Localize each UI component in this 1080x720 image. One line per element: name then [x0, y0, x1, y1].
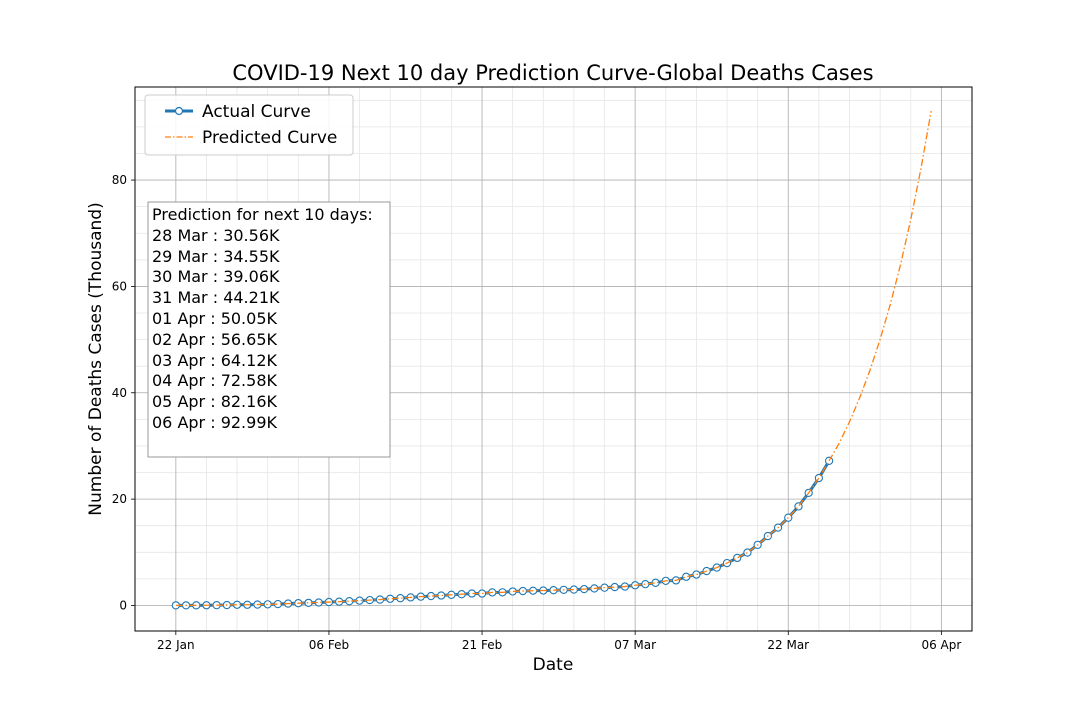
actual-data-point — [733, 553, 742, 563]
legend-box — [144, 94, 354, 156]
y-tick-label: 20 — [112, 492, 127, 506]
prediction-line: 01 Apr : 50.05K — [152, 309, 277, 328]
chart-title: COVID-19 Next 10 day Prediction Curve-Gl… — [232, 61, 873, 85]
prediction-line: 06 Apr : 92.99K — [152, 413, 277, 432]
plot-frame — [134, 86, 973, 632]
y-tick-label: 40 — [112, 386, 127, 400]
x-tick-label: 06 Apr — [921, 638, 961, 652]
x-tick-label: 22 Jan — [157, 638, 195, 652]
prediction-line: 03 Apr : 64.12K — [152, 351, 277, 370]
legend: Actual Curve Predicted Curve — [144, 94, 354, 156]
y-tick-label: 60 — [112, 279, 127, 293]
actual-curve-line — [175, 460, 831, 607]
actual-data-point — [692, 570, 701, 579]
legend-actual-label: Actual Curve — [202, 102, 311, 122]
y-tick-label: 80 — [112, 173, 127, 187]
prediction-line: 02 Apr : 56.65K — [152, 330, 277, 349]
x-axis-label: Date — [533, 655, 574, 675]
y-tick-label: 0 — [119, 598, 127, 612]
legend-predicted-label: Predicted Curve — [202, 128, 337, 148]
x-tick-label: 06 Feb — [309, 638, 349, 652]
prediction-header: Prediction for next 10 days: — [152, 205, 373, 224]
x-tick-label: 07 Mar — [614, 638, 656, 652]
y-axis-label: Number of Deaths Cases (Thousand) — [86, 202, 106, 515]
predicted-curve-line — [175, 110, 932, 607]
prediction-box: Prediction for next 10 days: 28 Mar : 30… — [147, 201, 391, 458]
actual-data-point — [682, 572, 691, 581]
prediction-line: 28 Mar : 30.56K — [152, 226, 280, 245]
prediction-line: 05 Apr : 82.16K — [152, 392, 277, 411]
prediction-box-frame — [147, 201, 391, 458]
x-tick-label: 22 Mar — [767, 638, 809, 652]
prediction-line: 30 Mar : 39.06K — [152, 267, 280, 286]
prediction-line: 31 Mar : 44.21K — [152, 288, 280, 307]
x-tick-label: 21 Feb — [462, 638, 502, 652]
prediction-line: 29 Mar : 34.55K — [152, 247, 280, 266]
prediction-line: 04 Apr : 72.58K — [152, 371, 277, 390]
legend-actual-marker-icon — [174, 106, 184, 116]
